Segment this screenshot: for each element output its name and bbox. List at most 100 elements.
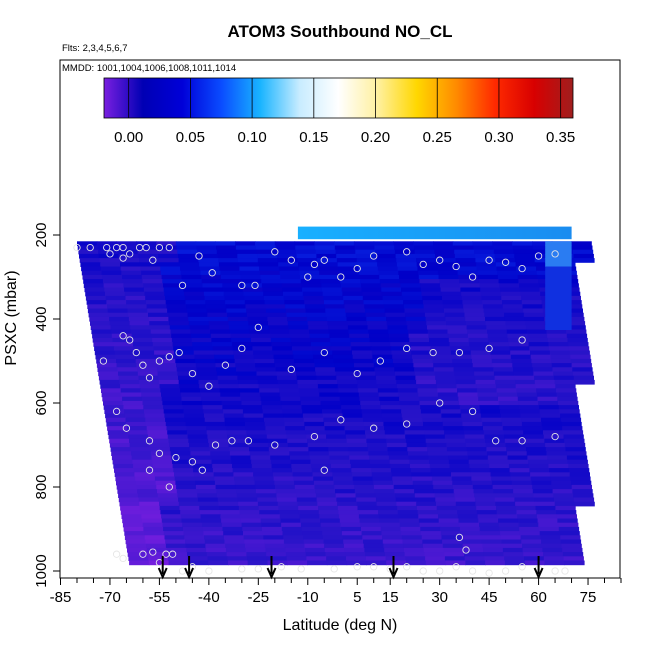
heatmap-cell [178, 258, 199, 263]
heatmap-cell [229, 329, 251, 335]
heatmap-cell [158, 497, 179, 503]
heatmap-cell [421, 531, 442, 536]
sample-point [518, 264, 526, 273]
heatmap-cell [303, 539, 324, 545]
heatmap-cell [98, 375, 120, 381]
heatmap-cell [223, 531, 244, 536]
heatmap-cell [177, 493, 198, 498]
heatmap-cell [180, 514, 202, 519]
heatmap-cell [240, 518, 262, 524]
heatmap-cell [344, 304, 365, 309]
heatmap-cell [171, 337, 193, 343]
heatmap-cell [182, 400, 203, 406]
heatmap-cell [345, 312, 367, 318]
heatmap-cell [182, 283, 203, 288]
heatmap-cell [195, 358, 216, 364]
heatmap-cell [170, 451, 191, 456]
heatmap-cell [399, 396, 420, 402]
heatmap-cell [279, 392, 300, 398]
heatmap-cell [302, 413, 324, 419]
heatmap-cell [202, 526, 223, 532]
heatmap-cell [163, 283, 184, 288]
heatmap-cell [560, 539, 582, 545]
heatmap-cell [99, 258, 120, 263]
heatmap-cell [508, 459, 529, 465]
heatmap-cell [545, 300, 572, 305]
heatmap-cell [365, 434, 386, 440]
heatmap-cell [137, 245, 158, 251]
heatmap-cell [169, 442, 190, 448]
heatmap-cell [504, 560, 526, 566]
heatmap-cell [478, 518, 499, 524]
heatmap-cell [438, 274, 459, 280]
heatmap-cell [143, 405, 164, 410]
flight-arrows [157, 556, 544, 580]
heatmap-cell [352, 350, 373, 356]
heatmap-cell [259, 392, 281, 398]
sample-point [468, 407, 477, 416]
heatmap-cell [246, 552, 267, 557]
heatmap-cell [83, 283, 105, 288]
heatmap-cell [482, 304, 504, 309]
heatmap-cell [123, 283, 144, 288]
heatmap-cell [416, 505, 438, 511]
heatmap-cell [98, 253, 120, 259]
heatmap-cell [328, 325, 349, 330]
heatmap-cell [237, 375, 258, 381]
colorbar-tick-label: 0.25 [423, 129, 452, 146]
heatmap-cell [433, 489, 455, 494]
heatmap-cell [206, 547, 227, 553]
sample-point [165, 483, 173, 491]
heatmap-cell [513, 493, 534, 498]
heatmap-cell [459, 283, 480, 288]
heatmap-cell [308, 447, 329, 452]
heatmap-cell [443, 547, 464, 553]
heatmap-cell [265, 426, 286, 431]
heatmap-cell [472, 363, 493, 368]
heatmap-cell [422, 300, 444, 305]
heatmap-cell [462, 300, 483, 305]
heatmap-cell [491, 476, 512, 482]
heatmap-cell [263, 535, 284, 540]
heatmap-cell [160, 510, 181, 515]
heatmap-cell [86, 300, 107, 305]
heatmap-cell [331, 468, 352, 473]
heatmap-cell [200, 270, 221, 276]
heatmap-cell [519, 409, 541, 414]
heatmap-cell [476, 388, 498, 393]
heatmap-cell [90, 321, 111, 326]
heatmap-cell [136, 241, 157, 246]
heatmap-cell [372, 354, 393, 360]
heatmap-cell [526, 451, 547, 456]
heatmap-cell [476, 510, 498, 515]
heatmap-cell [79, 258, 100, 263]
heatmap-cell [318, 505, 339, 511]
heatmap-cell [175, 480, 196, 486]
sample-point [419, 260, 427, 269]
flight-arrow [157, 556, 168, 580]
heatmap-cell [199, 262, 220, 267]
heatmap-cell [431, 476, 453, 482]
heatmap-cell [415, 253, 436, 259]
heatmap-cell [102, 396, 123, 402]
heatmap-cell [105, 291, 126, 297]
heatmap-cell [104, 287, 125, 293]
heatmap-cell [401, 531, 422, 536]
heatmap-cell [451, 472, 472, 477]
heatmap-cell [399, 274, 420, 280]
sample-point [271, 248, 279, 256]
heatmap-cell [545, 442, 566, 448]
heatmap-cell [208, 316, 229, 322]
heatmap-cell [313, 480, 335, 486]
heatmap-cell [118, 371, 139, 377]
heatmap-cell [150, 447, 171, 452]
heatmap-cell [247, 560, 268, 566]
heatmap-cell [481, 417, 502, 423]
heatmap-cell [272, 350, 294, 356]
heatmap-cell [217, 493, 238, 498]
heatmap-cell [194, 354, 215, 360]
heatmap-cell [485, 438, 506, 444]
heatmap-cell [326, 438, 348, 444]
heatmap-cell [397, 384, 418, 389]
heatmap-cell [239, 266, 260, 272]
